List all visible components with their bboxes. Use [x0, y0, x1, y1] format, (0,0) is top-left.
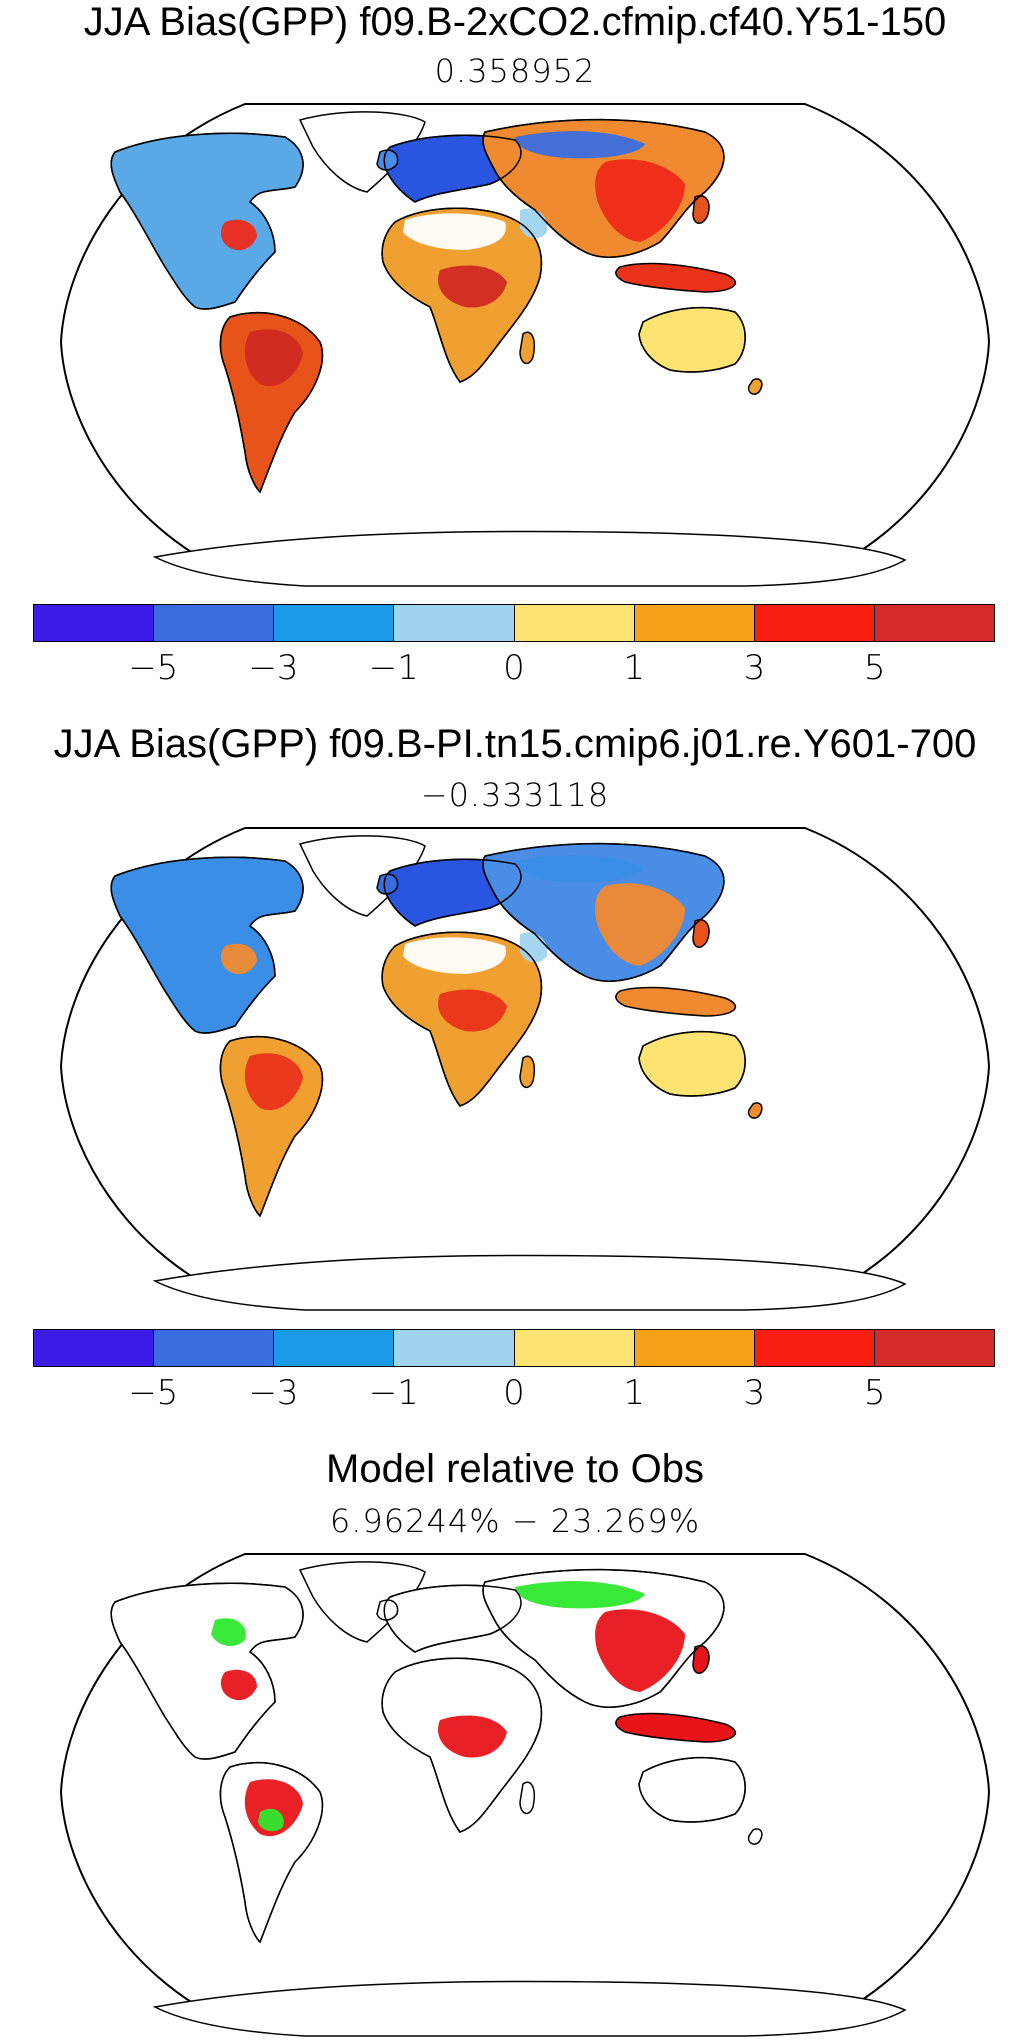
colorbar-tick-label: −1: [368, 648, 419, 688]
land-uk: [376, 1599, 399, 1621]
panel1-title: JJA Bias(GPP) f09.B-2xCO2.cfmip.cf40.Y51…: [83, 0, 947, 44]
coastline-europe: [383, 1584, 522, 1653]
panel1-colorbar-ticks: −5 −3 −1 0 1 3 5: [33, 648, 995, 692]
land-madagascar: [519, 1055, 535, 1089]
colorbar-swatch: [34, 1330, 155, 1366]
land-madagascar: [519, 331, 535, 365]
land-antarctica: [152, 530, 907, 587]
coastline-north-america: [110, 132, 304, 310]
coastline-asia: [482, 842, 725, 982]
colorbar-tick-label: 3: [743, 1373, 766, 1413]
land-uk: [376, 149, 399, 171]
colorbar-tick-label: −5: [128, 1373, 179, 1413]
anomaly-siberia: [515, 855, 645, 883]
anomaly-sahara: [403, 213, 506, 250]
anomaly-amazon-green: [258, 1808, 284, 1832]
anomaly-southeast-us: [220, 1669, 257, 1701]
land-indonesia: [615, 986, 737, 1017]
colorbar-swatch: [514, 605, 635, 641]
land-madagascar: [519, 1781, 535, 1815]
colorbar-swatch: [754, 1330, 875, 1366]
coastline-south-america: [219, 311, 324, 494]
coastline-asia: [482, 1568, 725, 1708]
anomaly-sahara: [403, 937, 506, 974]
colorbar-tick-label: 5: [863, 1373, 886, 1413]
colorbar-tick-label: −3: [248, 648, 299, 688]
land-new-zealand: [747, 378, 763, 395]
colorbar-tick-label: −1: [368, 1373, 419, 1413]
panel2-colorbar-ticks: −5 −3 −1 0 1 3 5: [33, 1373, 995, 1417]
land-new-zealand: [747, 1828, 763, 1845]
panel2-world-map: [59, 827, 991, 1311]
panel1-subtitle: 0.358952: [434, 52, 596, 90]
land-japan: [692, 919, 710, 948]
anomaly-siberia: [515, 131, 645, 159]
anomaly-africa: [437, 989, 507, 1032]
colorbar-swatch: [154, 605, 275, 641]
land-indonesia: [615, 262, 737, 293]
coastline-south-america: [219, 1035, 324, 1218]
coastline-africa: [381, 1657, 543, 1833]
anomaly-africa: [437, 265, 507, 308]
coastline-africa: [381, 931, 543, 1107]
colorbar-swatch: [394, 605, 515, 641]
coastline-australia: [638, 1030, 746, 1097]
anomaly-asia: [595, 883, 685, 966]
colorbar-swatch: [274, 605, 395, 641]
panel1-world-map: [59, 103, 991, 587]
land-uk: [376, 873, 399, 895]
coastline-europe: [383, 134, 522, 203]
land-antarctica: [152, 1254, 907, 1311]
land-japan: [692, 1645, 710, 1674]
colorbar-swatch: [274, 1330, 395, 1366]
colorbar-tick-label: −3: [248, 1373, 299, 1413]
colorbar-swatch: [394, 1330, 515, 1366]
land-new-zealand: [747, 1102, 763, 1119]
coastline-africa: [381, 207, 543, 383]
anomaly-southeast-us: [220, 943, 257, 975]
land-antarctica: [152, 1980, 907, 2037]
panel2-colorbar: [33, 1329, 995, 1367]
coastline-north-america: [110, 1582, 304, 1760]
colorbar-swatch: [514, 1330, 635, 1366]
anomaly-south-america: [244, 329, 303, 387]
coastline-asia: [482, 118, 725, 258]
coastline-south-america: [219, 1761, 324, 1944]
panel2-subtitle: −0.333118: [420, 776, 610, 814]
colorbar-swatch: [634, 605, 755, 641]
colorbar-swatch: [874, 1330, 994, 1366]
panel3-subtitle: 6.96244% − 23.269%: [329, 1502, 701, 1540]
coastline-europe: [383, 858, 522, 927]
anomaly-africa: [437, 1715, 507, 1758]
colorbar-tick-label: 1: [623, 648, 646, 688]
panel2-title: JJA Bias(GPP) f09.B-PI.tn15.cmip6.j01.re…: [53, 722, 977, 766]
colorbar-tick-label: 3: [743, 648, 766, 688]
anomaly-asia: [595, 159, 685, 242]
panel3-title: Model relative to Obs: [326, 1447, 704, 1491]
colorbar-swatch: [874, 605, 994, 641]
anomaly-siberia: [515, 1581, 645, 1609]
land-japan: [692, 195, 710, 224]
panel3-world-map: [59, 1553, 991, 2037]
coastline-north-america: [110, 856, 304, 1034]
anomaly-southeast-us: [220, 219, 257, 251]
colorbar-tick-label: −5: [128, 648, 179, 688]
coastline-australia: [638, 1756, 746, 1823]
panel1-colorbar: [33, 604, 995, 642]
colorbar-swatch: [154, 1330, 275, 1366]
anomaly-asia: [595, 1609, 685, 1692]
anomaly-great-lakes: [211, 1618, 246, 1646]
anomaly-south-america: [244, 1053, 303, 1111]
colorbar-swatch: [754, 605, 875, 641]
colorbar-tick-label: 5: [863, 648, 886, 688]
colorbar-tick-label: 0: [503, 648, 525, 688]
colorbar-swatch: [34, 605, 155, 641]
colorbar-tick-label: 0: [503, 1373, 525, 1413]
land-indonesia: [615, 1712, 737, 1743]
colorbar-swatch: [634, 1330, 755, 1366]
colorbar-tick-label: 1: [623, 1373, 646, 1413]
coastline-australia: [638, 306, 746, 373]
